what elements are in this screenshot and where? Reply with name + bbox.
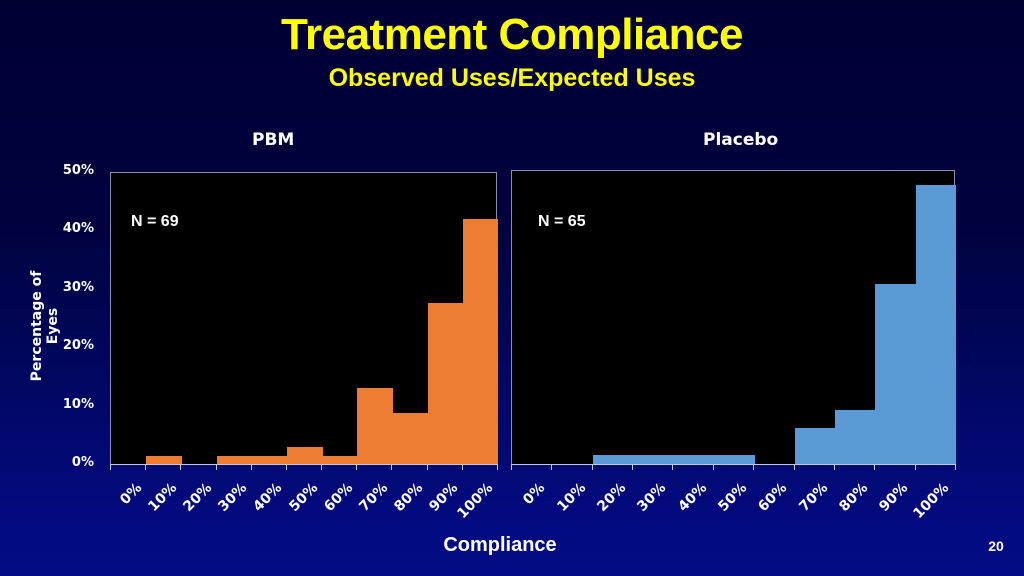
x-tick-label: 100% bbox=[910, 480, 953, 522]
x-tick-mark bbox=[591, 464, 593, 470]
histogram-bar bbox=[673, 455, 715, 464]
slide-subtitle: Observed Uses/Expected Uses bbox=[328, 64, 696, 92]
x-tick-label: 10% bbox=[553, 480, 589, 516]
x-tick-mark bbox=[285, 464, 287, 470]
x-tick-mark bbox=[753, 464, 755, 470]
x-tick-label: 30% bbox=[634, 480, 670, 516]
y-tick-label: 10% bbox=[62, 396, 94, 412]
x-tick-label: 50% bbox=[715, 480, 751, 516]
x-tick-mark bbox=[511, 464, 512, 470]
x-tick-label: 0% bbox=[520, 480, 549, 509]
x-tick-label: 40% bbox=[674, 480, 710, 516]
x-tick-mark bbox=[551, 464, 553, 470]
histogram-bar bbox=[251, 455, 288, 464]
histogram-bar bbox=[322, 455, 358, 464]
x-tick-label: 80% bbox=[836, 480, 872, 516]
pbm-panel-title: PBM bbox=[252, 130, 295, 150]
x-tick-mark bbox=[110, 464, 111, 470]
histogram-bar bbox=[286, 447, 323, 464]
y-axis-label: Percentage of Eyes bbox=[29, 270, 61, 382]
histogram-bar bbox=[834, 410, 876, 464]
x-tick-mark bbox=[250, 464, 252, 470]
x-tick-mark bbox=[321, 464, 323, 470]
slide-title: Treatment Compliance bbox=[281, 10, 743, 59]
y-tick-label: 30% bbox=[62, 279, 94, 295]
placebo-n-label: N = 65 bbox=[538, 213, 586, 230]
histogram-bar bbox=[713, 455, 755, 464]
x-tick-mark bbox=[955, 464, 956, 470]
y-tick-label: 20% bbox=[62, 338, 94, 354]
histogram-bar bbox=[216, 455, 253, 464]
histogram-bar bbox=[592, 455, 634, 464]
x-tick-label: 70% bbox=[796, 480, 832, 516]
x-tick-mark bbox=[145, 464, 147, 470]
x-tick-mark bbox=[497, 464, 498, 470]
placebo-panel-title: Placebo bbox=[703, 130, 779, 150]
x-tick-mark bbox=[874, 464, 876, 470]
x-tick-mark bbox=[793, 464, 795, 470]
histogram-bar bbox=[462, 218, 499, 464]
x-tick-label: 20% bbox=[594, 480, 630, 516]
histogram-bar bbox=[392, 413, 429, 464]
x-tick-mark bbox=[426, 464, 428, 470]
histogram-bar bbox=[427, 303, 464, 464]
x-axis-label: Compliance bbox=[443, 534, 557, 556]
x-tick-mark bbox=[672, 464, 674, 470]
x-axis-line bbox=[511, 464, 955, 465]
x-tick-label: 90% bbox=[876, 480, 912, 516]
histogram-bar bbox=[794, 427, 836, 464]
x-tick-mark bbox=[914, 464, 916, 470]
y-tick-label: 40% bbox=[62, 221, 94, 237]
x-tick-mark bbox=[632, 464, 634, 470]
x-tick-mark bbox=[215, 464, 217, 470]
x-tick-mark bbox=[712, 464, 714, 470]
x-tick-mark bbox=[180, 464, 182, 470]
pbm-plot-area: N = 69 bbox=[110, 172, 499, 464]
x-tick-mark bbox=[391, 464, 393, 470]
x-tick-label: 60% bbox=[755, 480, 791, 516]
x-tick-mark bbox=[356, 464, 358, 470]
histogram-bar bbox=[915, 185, 957, 464]
histogram-bar bbox=[146, 455, 182, 464]
y-tick-label: 0% bbox=[71, 455, 94, 470]
x-axis-line bbox=[110, 464, 497, 465]
pbm-n-label: N = 69 bbox=[131, 213, 179, 230]
page-number: 20 bbox=[988, 538, 1004, 554]
histogram-bar bbox=[875, 284, 917, 464]
placebo-plot-area: N = 65 bbox=[511, 170, 957, 464]
x-tick-mark bbox=[461, 464, 463, 470]
histogram-bar bbox=[633, 455, 674, 464]
histogram-bar bbox=[357, 388, 393, 464]
y-tick-label: 50% bbox=[62, 163, 94, 178]
x-tick-mark bbox=[833, 464, 835, 470]
